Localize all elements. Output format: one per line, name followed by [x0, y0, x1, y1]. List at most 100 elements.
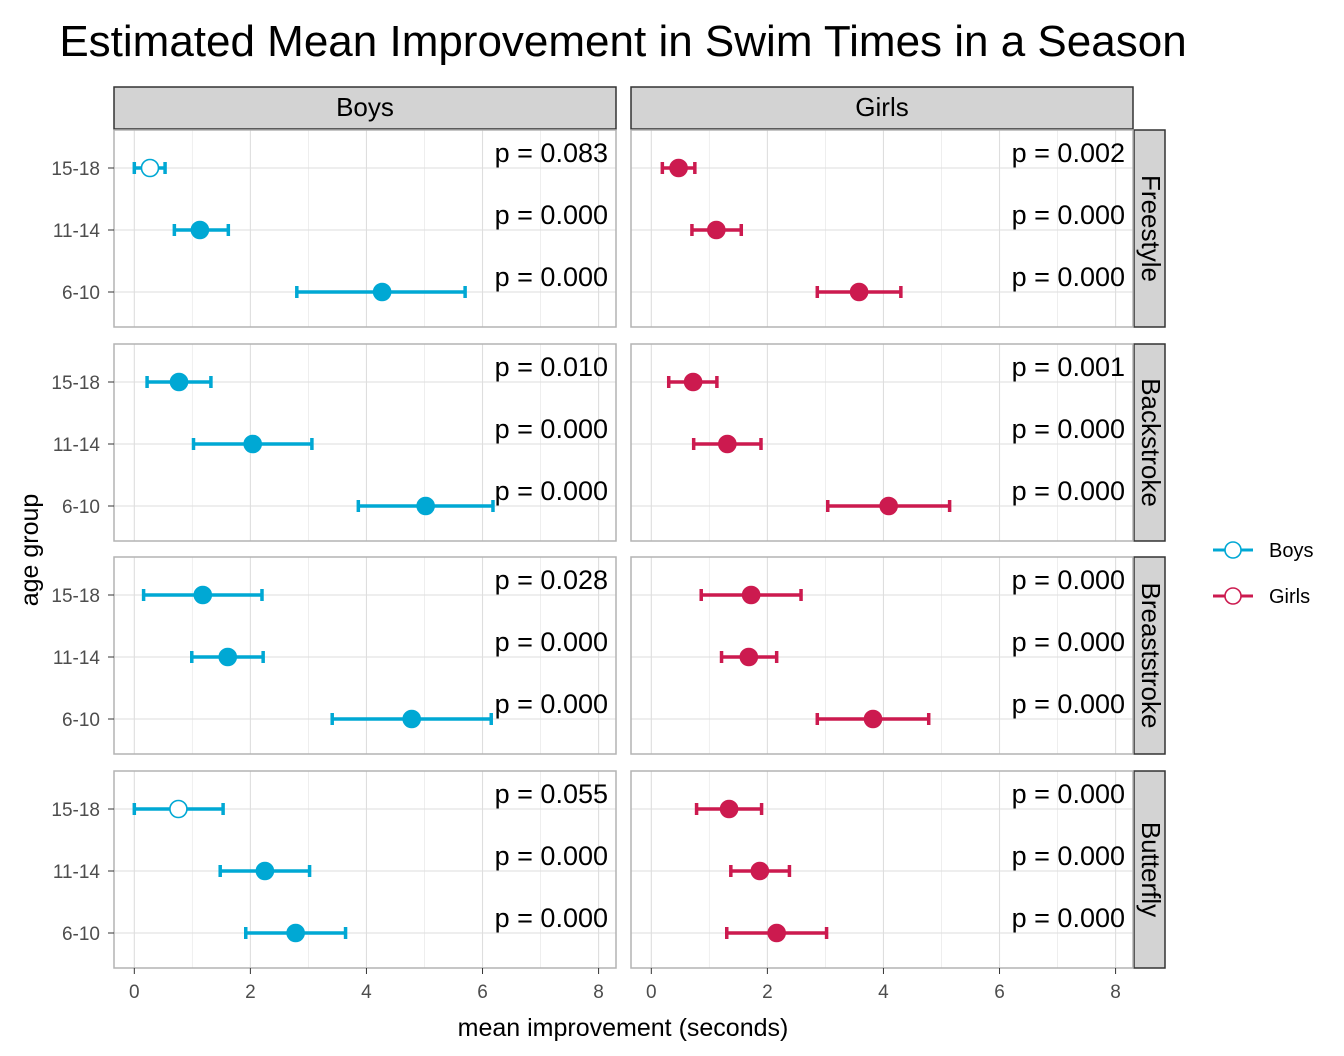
x-tick-label: 4	[878, 982, 889, 1003]
p-value-label: p = 0.000	[1012, 565, 1125, 595]
p-value-label: p = 0.000	[1012, 841, 1125, 871]
row-strip-label: Backstroke	[1136, 378, 1166, 507]
point-estimate	[719, 799, 739, 819]
point-estimate	[218, 647, 238, 667]
x-tick-label: 2	[245, 982, 256, 1003]
point-estimate	[372, 282, 392, 302]
row-strip-label: Freestyle	[1136, 175, 1166, 282]
p-value-label: p = 0.083	[495, 138, 608, 168]
point-estimate	[718, 434, 737, 454]
x-tick-label: 0	[646, 982, 657, 1003]
legend: Boys Girls	[1213, 540, 1313, 608]
row-strip-breaststroke	[1133, 556, 1166, 755]
point-estimate	[669, 158, 688, 178]
legend-label-girls: Girls	[1269, 586, 1310, 608]
x-tick-label: 8	[593, 982, 604, 1003]
p-value-label: p = 0.000	[495, 262, 608, 292]
row-strip-label: Breaststroke	[1136, 583, 1166, 729]
panel-border	[630, 343, 1134, 542]
point-estimate	[140, 158, 160, 178]
legend-key-point	[1224, 587, 1242, 605]
row-strip-label: Butterfly	[1136, 822, 1166, 917]
p-value-label: p = 0.002	[1012, 138, 1125, 168]
point-estimate	[767, 923, 786, 943]
p-value-label: p = 0.000	[495, 414, 608, 444]
x-axis-title: mean improvement (seconds)	[458, 1014, 789, 1042]
p-value-label: p = 0.000	[1012, 627, 1125, 657]
p-value-label: p = 0.000	[1012, 689, 1125, 719]
column-strip-girls	[630, 86, 1134, 130]
panel-background	[631, 771, 1133, 968]
row-strip-butterfly	[1133, 770, 1166, 969]
panel-border	[630, 129, 1134, 328]
x-tick-label: 8	[1110, 982, 1121, 1003]
point-estimate	[416, 496, 435, 516]
point-estimate	[707, 220, 726, 240]
y-tick-label: 15-18	[51, 373, 100, 394]
point-estimate	[849, 282, 869, 302]
point-estimate	[683, 372, 703, 392]
legend-label-boys: Boys	[1269, 540, 1313, 562]
y-tick-label: 15-18	[51, 159, 100, 180]
column-strip-label: Girls	[855, 92, 908, 122]
point-estimate	[863, 709, 883, 729]
y-tick-label: 6-10	[62, 924, 100, 945]
facet-panels: Boys Girls Freestyle Backstroke Breaststroke…	[51, 86, 1166, 1003]
x-tick-label: 2	[762, 982, 773, 1003]
p-value-label: p = 0.010	[495, 352, 608, 382]
point-estimate	[255, 861, 275, 881]
p-value-label: p = 0.000	[495, 689, 608, 719]
y-tick-label: 15-18	[51, 586, 100, 607]
p-value-label: p = 0.000	[1012, 779, 1125, 809]
column-strip-label: Boys	[336, 92, 394, 122]
point-estimate	[739, 647, 759, 667]
p-value-label: p = 0.055	[495, 779, 608, 809]
point-estimate	[741, 585, 761, 605]
y-tick-label: 15-18	[51, 800, 100, 821]
y-tick-label: 11-14	[53, 862, 101, 883]
panel-border	[113, 556, 617, 755]
column-strip-boys	[113, 86, 617, 130]
y-tick-label: 6-10	[62, 710, 100, 731]
y-tick-label: 11-14	[53, 648, 101, 669]
p-value-label: p = 0.000	[495, 903, 608, 933]
p-value-label: p = 0.001	[1012, 352, 1125, 382]
panel-border	[113, 770, 617, 969]
p-value-label: p = 0.000	[495, 841, 608, 871]
panel-border	[630, 556, 1134, 755]
p-value-label: p = 0.000	[1012, 476, 1125, 506]
point-estimate	[402, 709, 422, 729]
point-estimate	[879, 496, 898, 516]
x-tick-label: 4	[361, 982, 372, 1003]
point-estimate	[190, 220, 210, 240]
point-estimate	[750, 861, 770, 881]
legend-key-point	[1224, 541, 1242, 559]
point-estimate	[243, 434, 263, 454]
p-value-label: p = 0.000	[495, 476, 608, 506]
panel-background	[114, 771, 616, 968]
panel-border	[630, 770, 1134, 969]
panel-border	[113, 343, 617, 542]
p-value-label: p = 0.000	[1012, 262, 1125, 292]
point-estimate	[286, 923, 305, 943]
row-strip-freestyle	[1133, 129, 1166, 328]
row-strip-backstroke	[1133, 343, 1166, 542]
point-estimate	[169, 372, 189, 392]
p-value-label: p = 0.000	[1012, 414, 1125, 444]
y-axis-title: age group	[16, 494, 44, 607]
y-tick-label: 11-14	[53, 221, 101, 242]
p-value-label: p = 0.000	[495, 627, 608, 657]
panel-border	[113, 129, 617, 328]
x-tick-label: 6	[477, 982, 488, 1003]
y-tick-label: 6-10	[62, 497, 100, 518]
p-value-label: p = 0.000	[1012, 200, 1125, 230]
point-estimate	[169, 799, 188, 819]
point-estimate	[193, 585, 213, 605]
y-tick-label: 6-10	[62, 283, 100, 304]
p-value-label: p = 0.000	[1012, 903, 1125, 933]
x-tick-label: 6	[994, 982, 1005, 1003]
p-value-label: p = 0.000	[495, 200, 608, 230]
chart-title: Estimated Mean Improvement in Swim Times…	[59, 17, 1186, 66]
y-tick-label: 11-14	[53, 435, 101, 456]
